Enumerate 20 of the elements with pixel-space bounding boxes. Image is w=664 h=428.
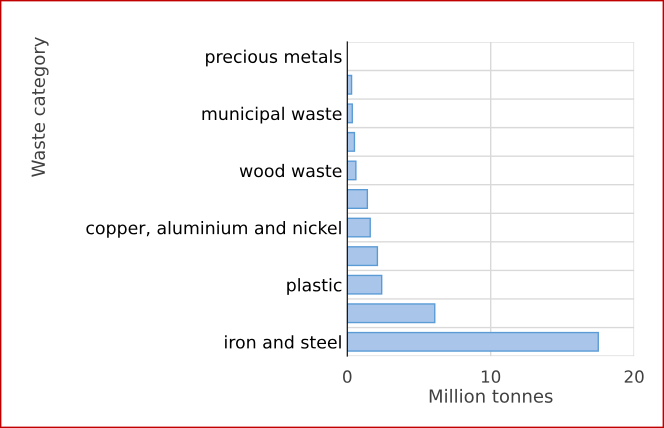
bar [347,160,357,180]
bar [347,132,356,152]
y-tick-label: wood waste [240,164,342,178]
bar [347,332,599,352]
bar [347,274,382,295]
x-tick-label: 20 [624,370,644,383]
bar [347,303,436,324]
y-tick-label: precious metals [206,50,342,66]
y-tick-label: plastic [287,278,342,295]
x-tick-label: 0 [343,370,352,383]
x-axis-title: Million tonnes [430,388,553,403]
y-axis-title: Waste category [32,37,49,177]
bar [347,246,378,266]
bar [347,189,368,209]
bar [347,218,371,238]
x-tick-label: 10 [482,370,500,383]
y-tick-label: municipal waste [202,106,342,124]
y-tick-label: copper, aluminium and nickel [86,220,341,238]
bar [347,74,352,95]
y-tick-label: iron and steel [225,335,341,349]
